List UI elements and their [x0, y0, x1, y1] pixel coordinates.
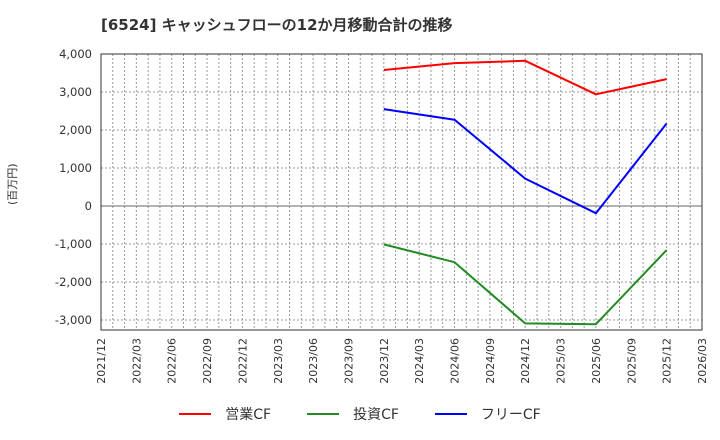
y-tick-label: 1,000 [59, 161, 92, 175]
data-series [383, 59, 668, 326]
x-tick-label: 2022/09 [201, 338, 214, 384]
x-tick-label: 2023/09 [342, 338, 355, 384]
y-tick-label: 3,000 [59, 85, 92, 99]
x-tick-label: 2024/06 [449, 338, 462, 384]
x-tick-label: 2023/06 [307, 338, 320, 384]
series-line [383, 59, 667, 96]
x-tick-label: 2025/06 [590, 338, 603, 384]
y-tick-label: 2,000 [59, 123, 92, 137]
x-tick-label: 2021/12 [95, 338, 108, 384]
y-tick-label: -1,000 [55, 237, 92, 251]
x-tick-label: 2024/09 [484, 338, 497, 384]
legend-label: 営業CF [225, 407, 272, 423]
x-tick-label: 2024/03 [413, 338, 426, 384]
legend-label: 投資CF [353, 407, 399, 423]
legend-swatch-operating-cf [179, 413, 212, 415]
legend-item-investing-cf: 投資CF [307, 404, 399, 424]
y-axis-ticks: 4,000 3,000 2,000 1,000 0 -1,000 -2,000 -3,000 [55, 47, 92, 327]
legend-swatch-investing-cf [307, 413, 340, 415]
x-tick-label: 2025/09 [625, 338, 638, 384]
x-tick-label: 2022/12 [236, 338, 249, 384]
legend-swatch-free-cf [434, 413, 467, 415]
legend-item-free-cf: フリーCF [434, 404, 541, 424]
x-tick-label: 2025/12 [661, 338, 674, 384]
legend-label: フリーCF [480, 407, 541, 423]
x-tick-label: 2023/03 [272, 338, 285, 384]
series-line [383, 243, 668, 326]
y-tick-label: -2,000 [55, 275, 92, 289]
x-tick-label: 2022/06 [166, 338, 179, 384]
x-tick-label: 2022/03 [130, 338, 143, 384]
x-tick-label: 2026/03 [696, 338, 709, 384]
grid-lines [101, 53, 702, 330]
series-line [383, 108, 668, 215]
legend-item-operating-cf: 営業CF [179, 404, 271, 424]
legend: 営業CF 投資CF フリーCF [0, 404, 720, 424]
x-tick-label: 2023/12 [378, 338, 391, 384]
x-tick-label: 2025/03 [555, 338, 568, 384]
y-tick-label: 4,000 [59, 47, 92, 61]
x-axis-ticks: 2021/12 2022/03 2022/06 2022/09 2022/12 2023/… [95, 338, 709, 384]
y-tick-label: 0 [85, 199, 92, 213]
chart-title: [6524] キャッシュフローの12か月移動合計の推移 [101, 16, 453, 34]
y-tick-label: -3,000 [55, 313, 92, 327]
x-tick-label: 2024/12 [519, 338, 532, 384]
plot-area-border [100, 53, 703, 331]
